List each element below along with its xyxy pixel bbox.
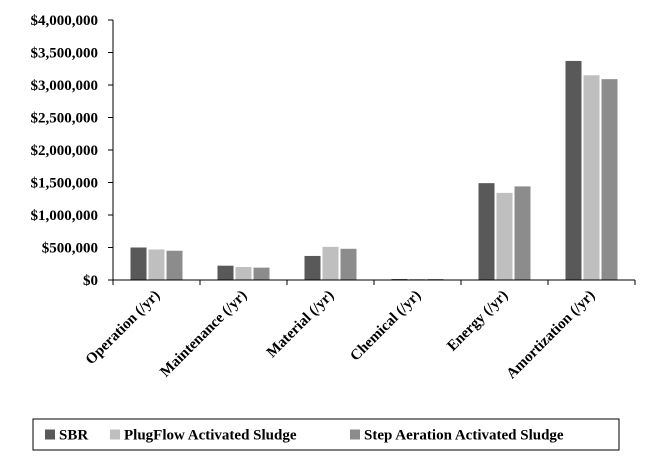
bar-sbr (217, 265, 234, 280)
bar-plugflow-activated-sludge (322, 246, 339, 280)
y-tick-label: $4,000,000 (31, 13, 99, 29)
bar-sbr (478, 183, 495, 280)
y-tick-label: $3,000,000 (31, 78, 99, 94)
legend-swatch-plugflow-activated-sludge (110, 429, 120, 440)
y-tick-label: $1,500,000 (31, 176, 99, 192)
x-axis: Operation (/yr)Maintenance (/yr) Material… (83, 279, 636, 383)
x-tick-label: Amortization (/yr) (504, 288, 599, 383)
bar-sbr (304, 255, 321, 280)
bar-sbr (130, 247, 147, 280)
bar-plugflow-activated-sludge (148, 249, 165, 280)
y-tick-label: $2,000,000 (31, 143, 99, 159)
y-tick-label: $0 (83, 273, 98, 289)
legend-swatch-sbr (45, 429, 55, 440)
legend-label-sbr: SBR (59, 428, 88, 444)
bar-step-aeration-activated-sludge (166, 250, 183, 280)
x-tick-label: Operation (/yr) (83, 288, 164, 369)
legend-swatch-step-aeration-activated-sludge (350, 429, 360, 440)
legend: SBR PlugFlow Activated Sludge Step Aeratio… (32, 418, 620, 451)
y-tick-label: $3,500,000 (31, 46, 99, 62)
bar-plugflow-activated-sludge (235, 267, 252, 280)
bar-plugflow-activated-sludge (583, 75, 600, 280)
legend-frame (32, 418, 620, 451)
y-axis: $0 $500,000 $1,000,000 $1,500,000 $2,000,000… (31, 13, 114, 289)
bar-step-aeration-activated-sludge (340, 248, 357, 280)
y-tick-label: $1,000,000 (31, 208, 99, 224)
bar-step-aeration-activated-sludge (514, 186, 531, 280)
y-tick-label: $2,500,000 (31, 111, 99, 127)
bar-plugflow-activated-sludge (496, 192, 513, 280)
legend-label-step-aeration-activated-sludge: Step Aeration Activated Sludge (364, 428, 564, 444)
bar-sbr (565, 60, 582, 281)
y-tick-label: $500,000 (42, 241, 98, 257)
bar-step-aeration-activated-sludge (253, 267, 270, 280)
x-tick-label: Chemical (/yr) (347, 288, 424, 365)
x-tick-label: Maintenance (/yr) (157, 288, 250, 381)
x-tick-label: Material (/yr) (264, 288, 337, 361)
bar-step-aeration-activated-sludge (601, 79, 618, 281)
bars (130, 60, 618, 281)
x-tick-label: Energy (/yr) (444, 288, 511, 355)
legend-label-plugflow-activated-sludge: PlugFlow Activated Sludge (124, 428, 297, 444)
